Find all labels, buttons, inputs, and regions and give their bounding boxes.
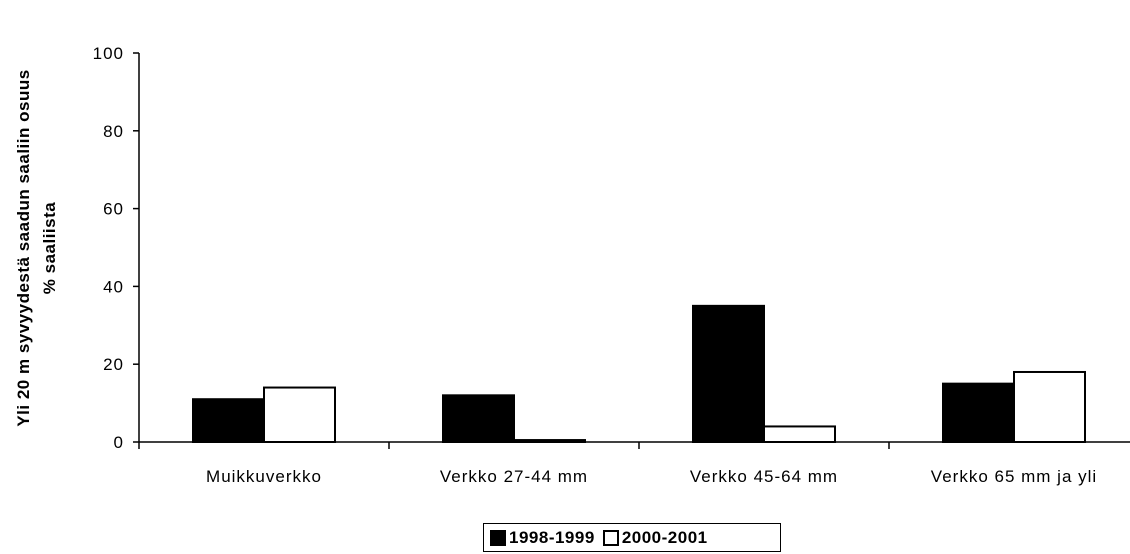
bar-1998-1999-3 (942, 382, 1015, 443)
bar-2000-2001-0 (263, 386, 336, 444)
legend-swatch-series-2 (602, 529, 619, 546)
bar-1998-1999-2 (692, 304, 765, 443)
legend: 1998-1999 2000-2001 (483, 523, 781, 552)
legend-item-series-2: 2000-2001 (602, 527, 708, 548)
x-category-label: Verkko 45-64 mm (690, 467, 838, 486)
legend-label-series-2: 2000-2001 (621, 527, 708, 547)
bar-1998-1999-1 (442, 394, 515, 444)
y-axis-label-line-1: Yli 20 m syvyydestä saadun saaliin osuus (14, 69, 33, 426)
x-category-label: Verkko 27-44 mm (440, 467, 588, 486)
x-axis (138, 441, 1130, 449)
bar-2000-2001-3 (1013, 370, 1086, 444)
category-labels: Muikkuverkko Verkko 27-44 mm Verkko 45-64 … (206, 467, 1097, 486)
y-axis-label-line-2: % saaliista (40, 202, 59, 294)
y-tick-label: 100 (93, 44, 124, 63)
bar-1998-1999-0 (192, 398, 265, 443)
y-tick-label: 60 (103, 200, 124, 219)
legend-swatch-series-1 (490, 529, 506, 546)
bar-chart: Yli 20 m syvyydestä saadun saaliin osuus… (14, 44, 1130, 486)
x-category-label: Muikkuverkko (206, 467, 322, 486)
x-category-label: Verkko 65 mm ja yli (931, 467, 1097, 486)
y-axis-label: Yli 20 m syvyydestä saadun saaliin osuus… (14, 69, 59, 426)
legend-item-series-1: 1998-1999 (490, 528, 595, 548)
y-tick-label: 40 (103, 277, 124, 296)
bar-2000-2001-1 (513, 439, 586, 443)
y-axis: 0 20 40 60 80 100 (93, 44, 140, 452)
y-tick-label: 80 (103, 122, 124, 141)
y-tick-label: 0 (114, 433, 124, 452)
legend-label-series-1: 1998-1999 (509, 527, 595, 547)
y-tick-label: 20 (103, 355, 124, 374)
bars (192, 304, 1086, 444)
bar-2000-2001-2 (763, 425, 836, 444)
